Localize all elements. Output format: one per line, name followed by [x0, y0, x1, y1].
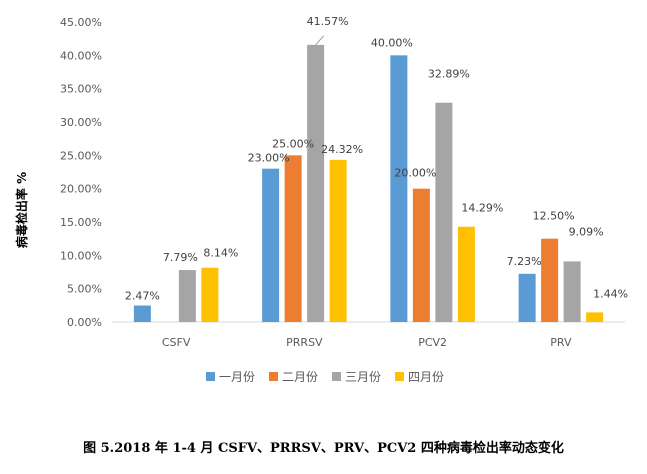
bar-pcv2-s2 — [412, 188, 430, 322]
bar-pcv2-s4 — [457, 226, 475, 322]
data-label: 12.50% — [533, 210, 575, 223]
data-label: 8.14% — [203, 247, 238, 260]
category-labels: CSFV PRRSV PCV2 PRV — [162, 336, 572, 349]
bar-pcv2-s3 — [435, 102, 453, 322]
bar-prrsv-s3 — [307, 44, 325, 322]
bar-csfv-s4 — [201, 267, 219, 322]
bar-csfv-s3 — [178, 270, 196, 322]
x-category-label: CSFV — [162, 336, 191, 349]
y-tick-label: 40.00% — [60, 49, 102, 62]
bar-prv-s1 — [518, 273, 536, 322]
legend-label: 二月份 — [282, 370, 318, 384]
bar-prrsv-s4 — [329, 159, 347, 322]
bars — [133, 44, 604, 322]
legend-swatch — [395, 372, 404, 381]
data-label: 20.00% — [394, 167, 436, 180]
label-leader-line — [315, 35, 324, 46]
legend-swatch — [332, 372, 341, 381]
y-tick-label: 30.00% — [60, 116, 102, 129]
y-tick-label: 5.00% — [67, 283, 102, 296]
data-label: 7.23% — [507, 255, 542, 268]
bar-prv-s4 — [586, 312, 604, 322]
y-tick-label: 15.00% — [60, 216, 102, 229]
legend-label: 一月份 — [219, 370, 255, 384]
data-label: 1.44% — [593, 287, 628, 300]
y-tick-label: 45.00% — [60, 16, 102, 29]
legend-label: 四月份 — [408, 370, 444, 384]
bar-prv-s2 — [541, 238, 559, 322]
data-label: 2.47% — [125, 290, 160, 303]
y-tick-label: 0.00% — [67, 316, 102, 329]
data-label: 41.57% — [307, 15, 349, 28]
y-tick-label: 25.00% — [60, 149, 102, 162]
y-tick-label: 20.00% — [60, 183, 102, 196]
data-label: 24.32% — [321, 143, 363, 156]
x-category-label: PCV2 — [418, 336, 447, 349]
legend-swatch — [269, 372, 278, 381]
y-tick-label: 10.00% — [60, 249, 102, 262]
x-category-label: PRRSV — [286, 336, 323, 349]
data-label: 14.29% — [461, 202, 503, 215]
y-axis-title: 病毒检出率 % — [14, 172, 29, 248]
data-label: 9.09% — [569, 225, 604, 238]
legend: 一月份 二月份 三月份 四月份 — [206, 370, 444, 384]
bar-prrsv-s1 — [262, 168, 280, 322]
data-label: 23.00% — [248, 152, 290, 165]
bar-prrsv-s2 — [284, 155, 302, 322]
data-labels: 2.47% 7.79% 8.14% 23.00% 25.00% 41.57% 24.32% 4… — [125, 15, 628, 303]
data-label: 40.00% — [371, 36, 413, 49]
y-tick-label: 35.00% — [60, 83, 102, 96]
legend-label: 三月份 — [345, 370, 381, 384]
bar-pcv2-s1 — [390, 55, 408, 322]
data-label: 7.79% — [163, 251, 198, 264]
data-label: 32.89% — [428, 68, 470, 81]
y-axis: 0.00% 5.00% 10.00% 15.00% 20.00% 25.00% 30.00%… — [60, 16, 102, 329]
bar-csfv-s1 — [133, 305, 151, 322]
bar-chart: 0.00% 5.00% 10.00% 15.00% 20.00% 25.00% 30.00%… — [14, 15, 628, 384]
legend-swatch — [206, 372, 215, 381]
data-label: 25.00% — [272, 137, 314, 150]
figure-caption: 图 5.2018 年 1-4 月 CSFV、PRRSV、PRV、PCV2 四种病… — [83, 441, 564, 456]
x-category-label: PRV — [550, 336, 572, 349]
bar-prv-s3 — [563, 261, 581, 322]
